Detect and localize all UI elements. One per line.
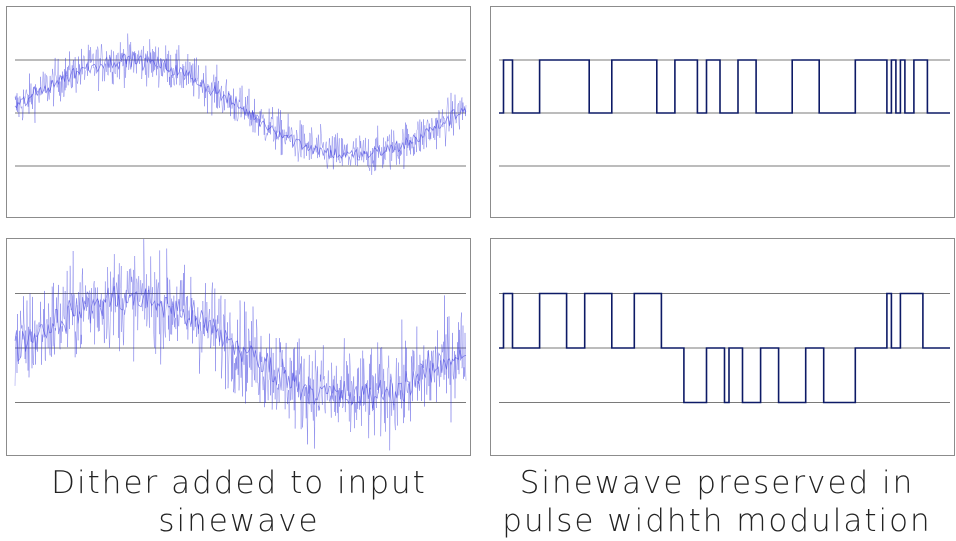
- series-line-dither: [14, 33, 467, 175]
- caption-right-line-2: pulse widhth modulation: [502, 503, 932, 539]
- caption-right-line-1: Sinewave preserved in: [519, 465, 915, 501]
- series-line-dither-core: [14, 285, 467, 411]
- series-line-pwm: [499, 59, 950, 114]
- chart-bottom-right: [499, 292, 950, 404]
- series-line-dither-core: [14, 52, 467, 161]
- caption-left-line-1: Dither added to input: [51, 465, 427, 501]
- chart-panel-bottom-left: [6, 238, 471, 456]
- caption-left-line-2: sinewave: [158, 503, 320, 539]
- chart-panel-bottom-right: [490, 238, 955, 456]
- caption-right: Sinewave preserved in pulse widhth modul…: [478, 464, 956, 540]
- chart-bottom-left: [14, 239, 467, 451]
- series-line-pwm: [499, 292, 950, 404]
- chart-top-right: [499, 59, 950, 167]
- series-line-dither: [14, 239, 467, 451]
- caption-left: Dither added to input sinewave: [0, 464, 478, 540]
- chart-top-left: [14, 33, 467, 175]
- chart-panel-top-left: [6, 6, 471, 218]
- chart-panel-top-right: [490, 6, 955, 218]
